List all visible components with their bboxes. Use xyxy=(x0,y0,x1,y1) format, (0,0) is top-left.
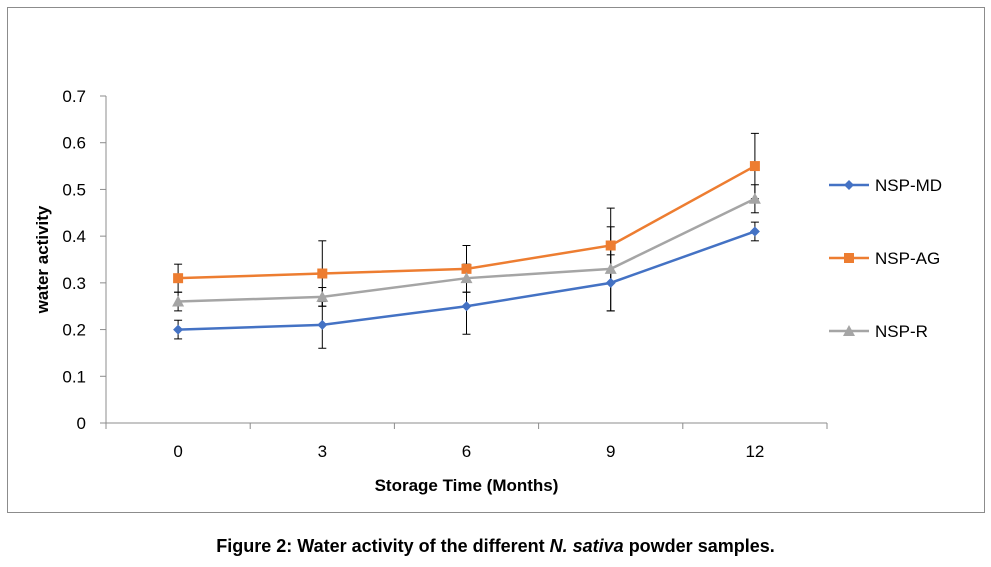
data-point xyxy=(461,301,472,312)
x-tick-label: 12 xyxy=(745,442,764,461)
y-tick-label: 0.7 xyxy=(62,87,86,106)
legend-item-nsp-ag: NSP-AG xyxy=(829,249,940,268)
data-point xyxy=(317,268,328,279)
data-point xyxy=(317,319,328,330)
legend-marker xyxy=(843,325,855,336)
series-nsp-r xyxy=(172,192,761,307)
legend-marker xyxy=(844,253,854,263)
data-point xyxy=(316,290,329,302)
data-point xyxy=(461,263,472,274)
data-point xyxy=(604,262,617,274)
caption-prefix: Figure 2: Water activity of the differen… xyxy=(216,536,550,556)
legend: NSP-MD NSP-AG NSP-R xyxy=(829,176,942,341)
legend-label: NSP-AG xyxy=(875,249,940,268)
data-point xyxy=(749,226,760,237)
data-point xyxy=(605,277,616,288)
data-point xyxy=(749,161,760,172)
data-point xyxy=(172,295,185,307)
series-nsp-ag xyxy=(173,161,760,284)
data-point xyxy=(173,273,184,284)
figure-caption: Figure 2: Water activity of the differen… xyxy=(0,536,991,557)
chart-frame xyxy=(7,7,985,513)
legend-label: NSP-R xyxy=(875,322,928,341)
axes: 0 0.1 0.2 0.3 0.4 0.5 0.6 0.7 0 3 6 9 12 xyxy=(62,87,828,461)
y-tick-label: 0.3 xyxy=(62,274,86,293)
y-tick-label: 0.2 xyxy=(62,321,86,340)
legend-label: NSP-MD xyxy=(875,176,942,195)
data-point xyxy=(605,240,616,251)
series-lines xyxy=(172,161,761,335)
legend-marker xyxy=(844,180,854,190)
y-tick-label: 0.5 xyxy=(62,180,86,199)
y-tick-label: 0.6 xyxy=(62,134,86,153)
legend-item-nsp-md: NSP-MD xyxy=(829,176,942,195)
x-tick-label: 9 xyxy=(606,442,615,461)
caption-italic: N. sativa xyxy=(549,536,624,556)
data-point xyxy=(748,192,761,204)
series-nsp-md xyxy=(173,226,760,335)
x-tick-label: 0 xyxy=(173,442,182,461)
data-point xyxy=(460,272,473,284)
x-axis-title: Storage Time (Months) xyxy=(375,476,559,495)
y-tick-label: 0.4 xyxy=(62,227,86,246)
y-axis-title: water activity xyxy=(33,205,52,314)
y-tick-label: 0.1 xyxy=(62,367,86,386)
legend-item-nsp-r: NSP-R xyxy=(829,322,928,341)
y-tick-label: 0 xyxy=(77,414,86,433)
x-tick-label: 3 xyxy=(318,442,327,461)
x-tick-label: 6 xyxy=(462,442,471,461)
data-point xyxy=(173,324,184,335)
caption-suffix: powder samples. xyxy=(623,536,775,556)
